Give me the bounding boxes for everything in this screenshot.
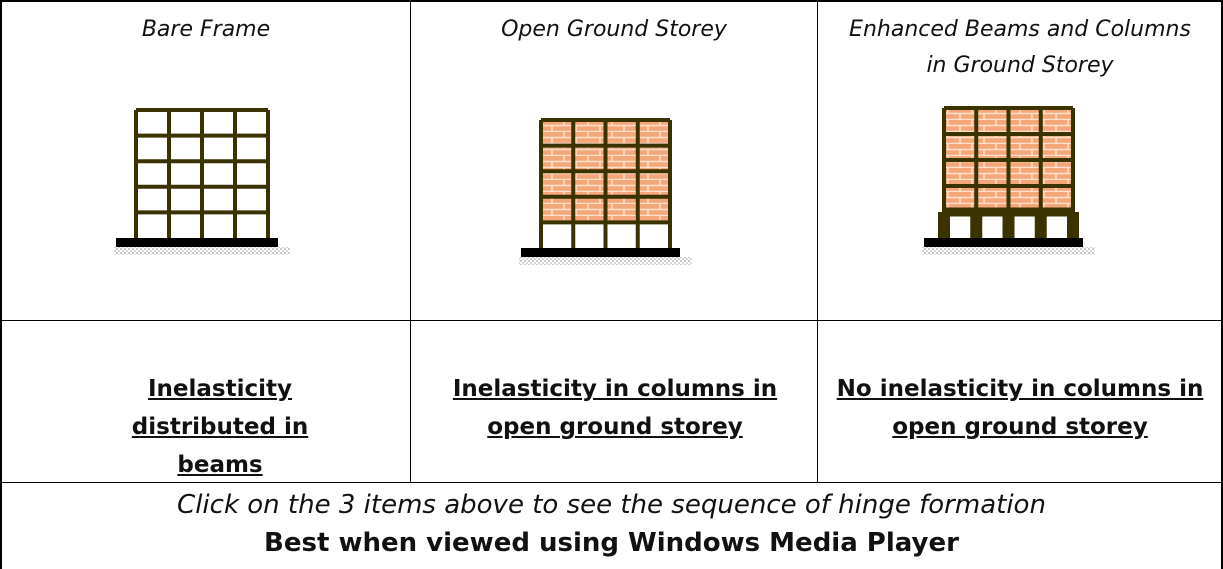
thick-column (1067, 212, 1079, 238)
row-divider (0, 482, 1223, 483)
table-border (0, 0, 2, 569)
caption: Enhanced Beams and Columns in Ground Sto… (849, 17, 1191, 78)
table-border (1221, 0, 1223, 569)
ground (519, 257, 692, 265)
thick-column (938, 212, 950, 238)
result-link[interactable]: Inelasticity in columns in open ground s… (452, 376, 778, 440)
ground (114, 247, 290, 255)
column-divider (817, 0, 818, 482)
table-border (0, 0, 1223, 2)
row-divider (0, 320, 1223, 321)
caption: Bare Frame (141, 17, 271, 42)
frame-drawings (114, 106, 1095, 265)
foundation (116, 238, 278, 247)
result-link[interactable]: Inelasticity distributed in beams (131, 376, 309, 478)
foundation (924, 238, 1083, 247)
instruction: Click on the 3 items above to see the se… (177, 490, 1046, 520)
column-divider (410, 0, 411, 482)
thick-column (970, 212, 983, 238)
thick-column (1002, 212, 1015, 238)
foundation (521, 248, 680, 257)
result-link[interactable]: No inelasticity in columns in open groun… (836, 376, 1204, 440)
note: Best when viewed using Windows Media Pla… (264, 528, 959, 558)
ground (922, 247, 1095, 255)
thick-column (1034, 212, 1047, 238)
caption: Open Ground Storey (501, 17, 727, 42)
